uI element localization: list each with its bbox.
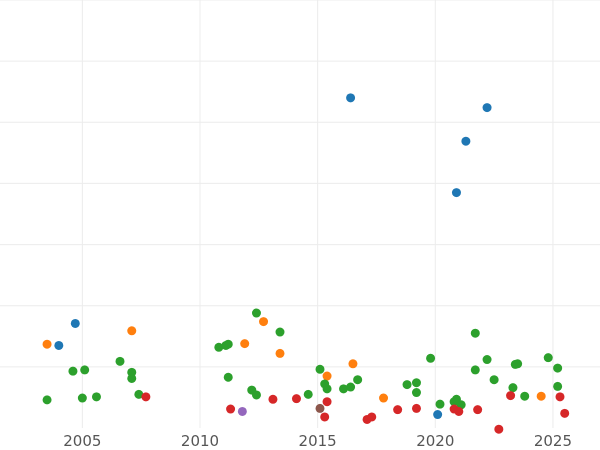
x-tick-label: 2020 bbox=[416, 432, 454, 450]
scatter-point bbox=[42, 395, 52, 405]
scatter-point bbox=[560, 408, 570, 418]
scatter-point bbox=[506, 391, 516, 401]
scatter-point bbox=[470, 365, 480, 375]
scatter-point bbox=[115, 356, 125, 366]
scatter-point bbox=[303, 389, 313, 399]
scatter-point bbox=[251, 390, 261, 400]
scatter-point bbox=[251, 308, 261, 318]
scatter-point bbox=[553, 381, 563, 391]
scatter-point bbox=[454, 406, 464, 416]
scatter-point bbox=[433, 410, 443, 420]
x-tick-label: 2015 bbox=[299, 432, 337, 450]
scatter-point bbox=[42, 339, 52, 349]
scatter-point bbox=[482, 103, 492, 113]
scatter-point bbox=[315, 403, 325, 413]
scatter-point bbox=[70, 318, 80, 328]
scatter-point bbox=[536, 391, 546, 401]
scatter-point bbox=[320, 412, 330, 422]
scatter-point bbox=[226, 404, 236, 414]
data-points bbox=[42, 93, 570, 434]
scatter-point bbox=[91, 392, 101, 402]
scatter-point bbox=[553, 363, 563, 373]
scatter-point bbox=[237, 406, 247, 416]
scatter-point bbox=[435, 399, 445, 409]
scatter-point bbox=[402, 380, 412, 390]
scatter-point bbox=[473, 405, 483, 415]
scatter-point bbox=[268, 394, 278, 404]
scatter-point bbox=[411, 403, 421, 413]
scatter-point bbox=[513, 359, 523, 369]
scatter-point bbox=[77, 393, 87, 403]
x-axis-ticks: 2005 2010 2015 2020 2025 bbox=[63, 432, 572, 450]
scatter-point bbox=[451, 188, 461, 198]
scatter-point bbox=[555, 392, 565, 402]
scatter-point bbox=[68, 366, 78, 376]
scatter-point bbox=[426, 353, 436, 363]
scatter-point bbox=[494, 424, 504, 434]
scatter-point bbox=[322, 397, 332, 407]
scatter-point bbox=[214, 342, 224, 352]
scatter-point bbox=[508, 383, 518, 393]
scatter-point bbox=[322, 384, 332, 394]
scatter-point bbox=[223, 372, 233, 382]
scatter-point bbox=[134, 389, 144, 399]
scatter-point bbox=[54, 340, 64, 350]
scatter-point bbox=[353, 375, 363, 385]
scatter-point bbox=[411, 388, 421, 398]
scatter-point bbox=[275, 348, 285, 358]
scatter-point bbox=[127, 326, 137, 336]
x-tick-label: 2025 bbox=[534, 432, 572, 450]
scatter-point bbox=[315, 364, 325, 374]
scatter-point bbox=[259, 317, 269, 327]
scatter-point bbox=[240, 339, 250, 349]
scatter-point bbox=[127, 373, 137, 383]
scatter-point bbox=[482, 355, 492, 365]
scatter-point bbox=[393, 405, 403, 415]
x-tick-label: 2005 bbox=[63, 432, 101, 450]
scatter-point bbox=[367, 412, 377, 422]
scatter-point bbox=[346, 93, 356, 103]
grid bbox=[0, 0, 600, 428]
scatter-point bbox=[489, 375, 499, 385]
scatter-point bbox=[346, 382, 356, 392]
x-tick-label: 2010 bbox=[181, 432, 219, 450]
scatter-point bbox=[379, 393, 389, 403]
scatter-point bbox=[275, 327, 285, 337]
scatter-point bbox=[291, 394, 301, 404]
scatter-point bbox=[411, 378, 421, 388]
scatter-point bbox=[223, 339, 233, 349]
scatter-point bbox=[80, 365, 90, 375]
scatter-point bbox=[470, 328, 480, 338]
scatter-point bbox=[141, 392, 151, 402]
scatter-point bbox=[543, 353, 553, 363]
scatter-point bbox=[322, 371, 332, 381]
scatter-point bbox=[520, 391, 530, 401]
scatter-point bbox=[348, 359, 358, 369]
scatter-point bbox=[461, 136, 471, 146]
scatter-point bbox=[339, 384, 349, 394]
